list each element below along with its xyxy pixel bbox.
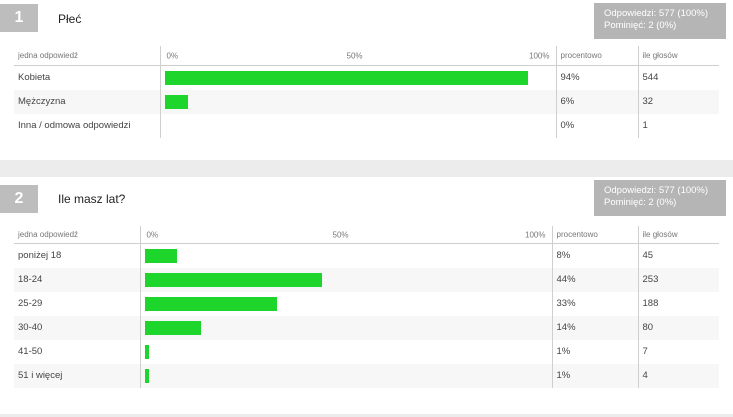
skipped-count: Pominięć: 2 (0%) <box>604 197 677 208</box>
answer-percent: 6% <box>556 89 639 114</box>
answer-percent: 94% <box>556 65 639 90</box>
question-title: Płeć <box>58 12 82 26</box>
axis-tick-0: 0% <box>146 230 159 239</box>
answer-percent: 8% <box>552 243 639 268</box>
answer-label: 30-40 <box>14 315 140 340</box>
section-divider <box>0 160 733 177</box>
bottom-divider <box>0 414 733 417</box>
table-row: 51 i więcej 1% 4 <box>14 363 719 388</box>
answer-label: 41-50 <box>18 346 43 357</box>
result-bar <box>144 344 149 359</box>
axis-tick-50: 50% <box>332 230 349 239</box>
answer-votes: 544 <box>642 72 659 84</box>
answer-percent: 44% <box>552 267 639 292</box>
answer-label: poniżej 18 <box>18 250 62 262</box>
answer-percent: 14% <box>552 315 639 340</box>
header-answer: jedna odpowiedź <box>14 226 140 244</box>
header-percent: procentowo <box>552 226 639 244</box>
answers-count: Odpowiedzi: 577 (100%) <box>604 8 709 19</box>
question-title: Ile masz lat? <box>58 192 126 206</box>
table-row: 25-29 33% 188 <box>14 291 719 316</box>
result-bar <box>164 94 188 109</box>
answer-label: 51 i więcej <box>14 363 140 388</box>
answer-percent: 1% <box>552 339 639 364</box>
result-bar <box>144 248 177 263</box>
axis-tick-100: 100% <box>529 51 550 60</box>
header-votes: ile głosów <box>638 226 719 244</box>
result-bar <box>144 272 322 287</box>
result-bar <box>144 320 201 335</box>
question-stats-box: Odpowiedzi: 577 (100%) Pominięć: 2 (0%) <box>594 3 726 39</box>
table-row: Inna / odmowa odpowiedzi 0% 1 <box>14 113 719 138</box>
skipped-count: Pominięć: 2 (0%) <box>604 20 677 31</box>
answer-votes: 80 <box>638 315 719 340</box>
table-row: Mężczyzna 6% 32 <box>14 89 719 114</box>
answer-votes: 45 <box>642 250 654 262</box>
axis-tick-100: 100% <box>525 230 546 239</box>
answers-table: jedna odpowiedź 0% 50% 100% procentowo i… <box>14 226 719 388</box>
question-number-badge: 2 <box>0 185 38 213</box>
answer-votes: 7 <box>642 346 648 357</box>
answer-percent: 33% <box>552 291 639 316</box>
result-bar <box>144 296 278 311</box>
table-row: 30-40 14% 80 <box>14 315 719 340</box>
axis-tick-50: 50% <box>346 51 363 60</box>
table-row: Kobieta 94% 544 <box>14 65 719 90</box>
question-stats-box: Odpowiedzi: 577 (100%) Pominięć: 2 (0%) <box>594 180 726 216</box>
answer-label: Inna / odmowa odpowiedzi <box>18 120 131 131</box>
answer-percent: 0% <box>556 113 639 138</box>
axis-tick-0: 0% <box>166 51 179 60</box>
answer-votes: 253 <box>638 267 719 292</box>
question-card-1: 1 Płeć Odpowiedzi: 577 (100%) Pominięć: … <box>0 0 733 160</box>
answer-votes: 32 <box>638 89 719 114</box>
result-bar <box>164 70 529 85</box>
header-answer: jedna odpowiedź <box>14 46 160 66</box>
answer-label: 18-24 <box>14 267 140 292</box>
answers-table: jedna odpowiedź 0% 50% 100% procentowo i… <box>14 46 719 138</box>
answers-count: Odpowiedzi: 577 (100%) <box>604 185 709 196</box>
answer-votes: 4 <box>638 363 719 388</box>
table-row: 18-24 44% 253 <box>14 267 719 292</box>
answer-percent: 1% <box>552 363 639 388</box>
table-row: poniżej 18 8% 45 <box>14 243 719 268</box>
answer-label: Mężczyzna <box>14 89 160 114</box>
answer-label: 25-29 <box>18 298 43 309</box>
header-votes: ile głosów <box>638 46 719 66</box>
question-number-badge: 1 <box>0 4 38 32</box>
result-bar <box>144 368 149 383</box>
header-axis: 0% 50% 100% <box>139 226 553 244</box>
answer-votes: 188 <box>642 298 659 309</box>
answer-votes: 1 <box>642 120 648 131</box>
question-card-2: 2 Ile masz lat? Odpowiedzi: 577 (100%) P… <box>0 177 733 417</box>
answer-label: Kobieta <box>18 72 51 84</box>
header-axis: 0% 50% 100% <box>159 46 557 66</box>
table-row: 41-50 1% 7 <box>14 339 719 364</box>
header-percent: procentowo <box>556 46 639 66</box>
